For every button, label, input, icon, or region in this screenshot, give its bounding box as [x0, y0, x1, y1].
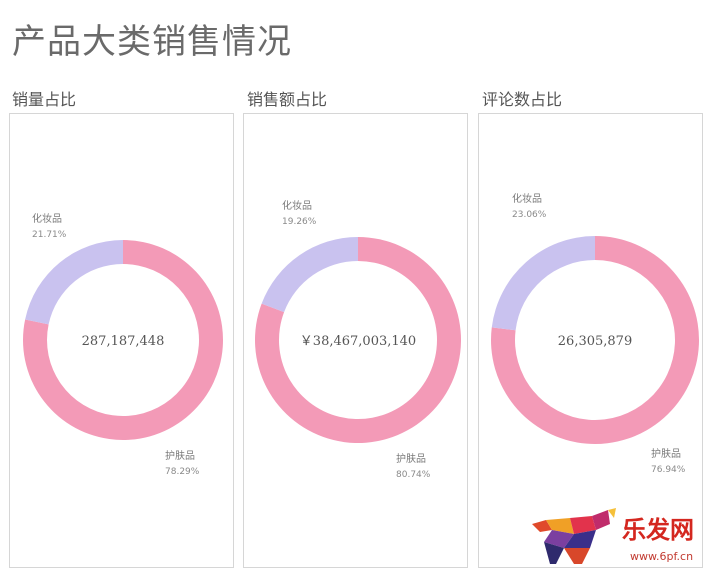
slice-label-skincare: 护肤品 [396, 452, 426, 465]
center-total: 26,305,879 [558, 334, 632, 349]
slice-label-cosmetics: 化妆品 [32, 212, 62, 225]
slice-cosmetics[interactable] [261, 237, 358, 313]
slice-label-cosmetics: 化妆品 [282, 199, 312, 212]
center-total: ￥38,467,003,140 [300, 334, 416, 349]
slice-percent-skincare: 76.94% [651, 465, 686, 475]
slice-percent-skincare: 80.74% [396, 470, 431, 480]
donut-panel-sales-amount: ￥38,467,003,140 化妆品 19.26% 护肤品 80.74% [243, 113, 468, 568]
chart-title-sales-amount: 销售额占比 [247, 90, 328, 109]
donut-chart-sales-volume: 287,187,448 化妆品 21.71% 护肤品 78.29% [23, 212, 223, 477]
slice-percent-skincare: 78.29% [165, 467, 200, 477]
donut-chart-sales-amount: ￥38,467,003,140 化妆品 19.26% 护肤品 80.74% [255, 199, 461, 480]
donut-panel-review-count: 26,305,879 化妆品 23.06% 护肤品 76.94% [478, 113, 703, 568]
slice-label-skincare: 护肤品 [651, 447, 681, 460]
slice-label-skincare: 护肤品 [165, 449, 195, 462]
chart-title-sales-volume: 销量占比 [12, 90, 77, 109]
slice-cosmetics[interactable] [491, 236, 595, 331]
page-title: 产品大类销售情况 [12, 22, 292, 62]
slice-percent-cosmetics: 21.71% [32, 230, 67, 240]
watermark-url: www.6pf.cn [630, 550, 693, 563]
center-total: 287,187,448 [82, 334, 165, 349]
donut-panel-sales-volume: 287,187,448 化妆品 21.71% 护肤品 78.29% [9, 113, 234, 568]
slice-label-cosmetics: 化妆品 [512, 192, 542, 205]
donut-chart-review-count: 26,305,879 化妆品 23.06% 护肤品 76.94% [491, 192, 699, 475]
chart-title-review-count: 评论数占比 [482, 90, 563, 109]
slice-percent-cosmetics: 23.06% [512, 210, 547, 220]
bull-icon [532, 508, 616, 564]
watermark-site-name: 乐发网 [622, 515, 694, 544]
watermark-logo: 乐发网 www.6pf.cn [532, 508, 694, 564]
slice-percent-cosmetics: 19.26% [282, 217, 317, 227]
slice-cosmetics[interactable] [25, 240, 123, 325]
